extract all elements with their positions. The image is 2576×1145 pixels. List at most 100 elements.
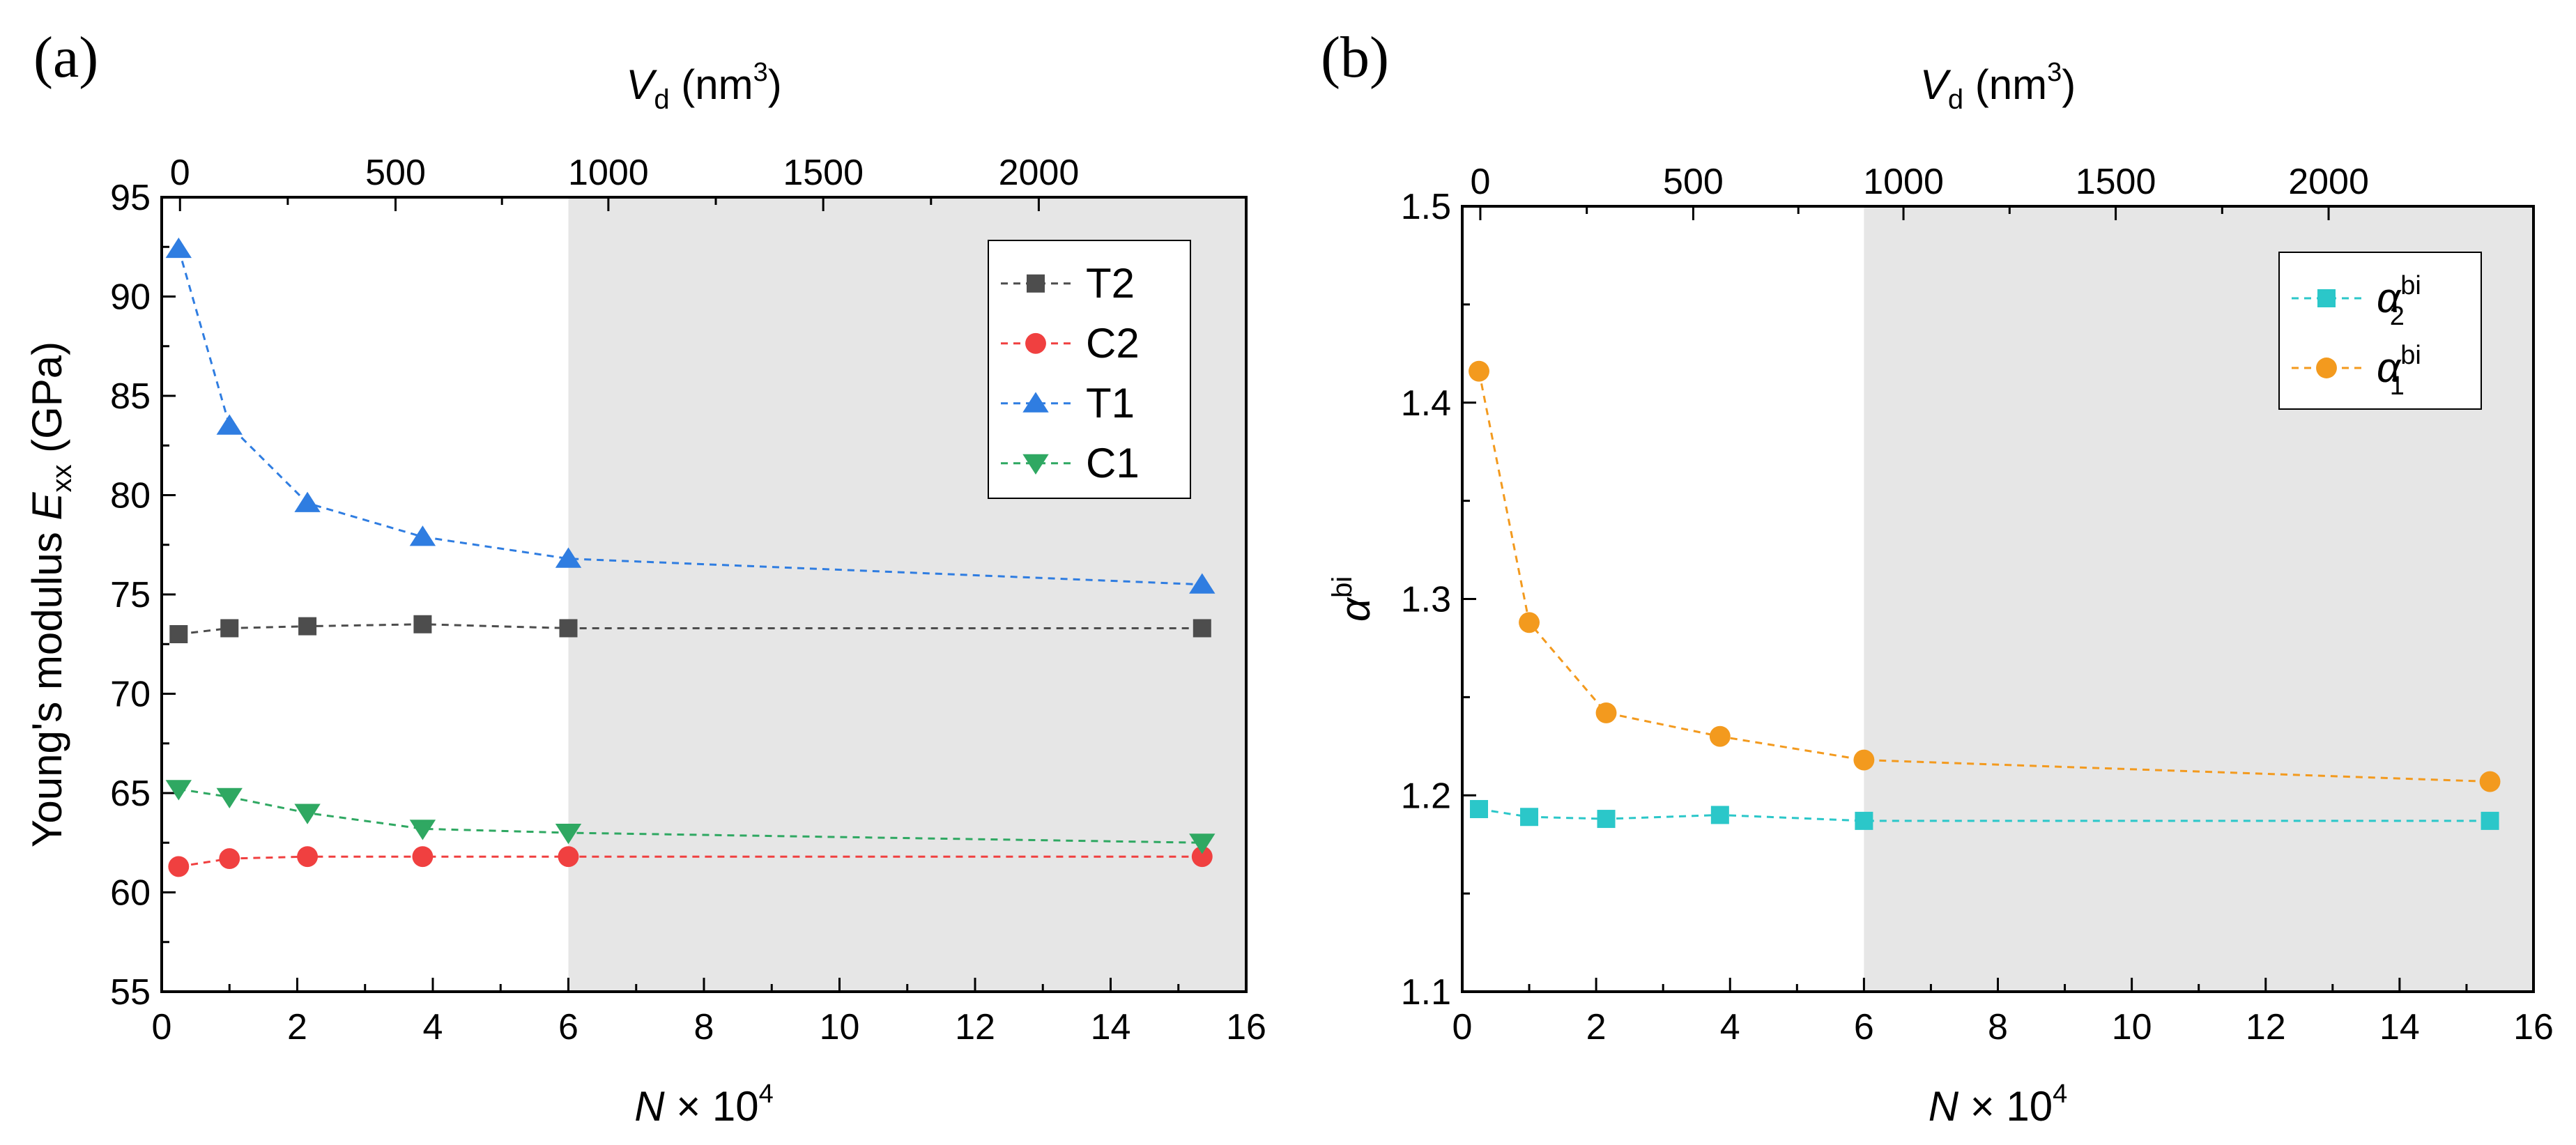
y-tick-label: 75 <box>110 575 151 615</box>
legend-marker <box>2317 289 2336 307</box>
legend-label: αbi 2 <box>2377 271 2421 331</box>
series-line <box>177 248 1202 586</box>
y-tick-label: 80 <box>110 476 151 516</box>
top-axis-title: Vd (nm3) <box>626 58 781 115</box>
series-C2 <box>168 846 1213 877</box>
data-point <box>1710 806 1729 824</box>
y-tick-label: 95 <box>110 178 151 218</box>
x-tick-label: 16 <box>2513 1007 2554 1047</box>
data-point <box>165 780 192 801</box>
data-point <box>1855 811 1873 830</box>
legend-marker <box>1022 392 1049 413</box>
legend-marker <box>1027 274 1045 293</box>
legend-label: C2 <box>1086 320 1140 367</box>
top-tick-label: 2000 <box>2288 162 2369 202</box>
data-point <box>2479 771 2501 792</box>
plot-frame <box>160 196 1248 993</box>
data-point <box>409 525 436 546</box>
series-line <box>1478 371 2490 783</box>
x-tick-label: 14 <box>2379 1007 2420 1047</box>
panel-label: (a) <box>33 25 98 90</box>
x-axis-title: N × 104 <box>634 1079 774 1130</box>
x-tick-label: 2 <box>1586 1007 1607 1047</box>
data-point <box>298 617 317 636</box>
y-tick-label: 1.2 <box>1401 776 1451 816</box>
x-tick-label: 10 <box>2112 1007 2152 1047</box>
data-point <box>559 619 578 638</box>
legend-label: T2 <box>1086 260 1135 307</box>
data-point <box>555 824 582 845</box>
data-point <box>219 848 240 870</box>
y-tick-label: 65 <box>110 774 151 814</box>
data-point <box>1469 360 1489 382</box>
data-point <box>216 787 243 808</box>
y-tick-label: 1.3 <box>1401 580 1451 620</box>
panel-b: (b) 0 2 4 6 8 10 12 14 16 1.1 1.2 1.3 1.4 1.5 0 500 1000 1… <box>1321 25 2554 1130</box>
data-point <box>1193 619 1211 638</box>
data-point <box>168 856 190 877</box>
y-tick-label: 55 <box>110 972 151 1013</box>
legend-label: C1 <box>1086 440 1140 486</box>
top-tick-label: 0 <box>170 153 190 193</box>
data-point <box>1597 810 1616 829</box>
legend-marker <box>1022 454 1049 475</box>
data-point <box>1470 799 1489 818</box>
legend-label: T1 <box>1086 380 1135 427</box>
panel-label: (b) <box>1321 25 1389 90</box>
x-tick-label: 16 <box>1226 1007 1266 1047</box>
x-tick-label: 0 <box>152 1007 172 1047</box>
series-α1^bi <box>1469 360 2501 792</box>
data-point <box>409 820 436 840</box>
legend-marker <box>2316 358 2337 378</box>
data-point <box>216 414 243 435</box>
data-point <box>297 846 319 868</box>
data-point <box>413 615 432 633</box>
legend: T2 C2 T1 C1 <box>988 240 1191 499</box>
series-T1 <box>165 237 1216 594</box>
top-tick-label: 2000 <box>999 153 1080 193</box>
legend-label: αbi 1 <box>2377 341 2421 401</box>
panel-a: (a) 0 2 4 6 8 10 12 14 16 55 60 65 70 75 80 85 90 95 0 500 10… <box>24 25 1266 1130</box>
data-point <box>1189 573 1216 594</box>
y-tick-label: 60 <box>110 873 151 914</box>
data-point <box>294 804 321 824</box>
x-tick-label: 4 <box>423 1007 443 1047</box>
data-point <box>1853 749 1875 771</box>
legend-box <box>988 240 1191 499</box>
data-point <box>2481 811 2499 830</box>
top-tick-label: 1500 <box>783 153 864 193</box>
series-T2 <box>169 615 1211 643</box>
y-axis-title: Young's modulus Exx (GPa) <box>24 341 77 847</box>
data-point <box>558 846 579 868</box>
top-tick-label: 500 <box>365 153 426 193</box>
y-tick-label: 90 <box>110 277 151 318</box>
legend: αbi 2 αbi 1 <box>2278 252 2482 410</box>
x-tick-label: 10 <box>820 1007 860 1047</box>
data-point <box>169 625 188 643</box>
data-point <box>294 491 321 512</box>
data-point <box>555 547 582 568</box>
y-tick-label: 70 <box>110 675 151 715</box>
series-C1 <box>165 780 1216 854</box>
series-line <box>178 787 1202 844</box>
top-tick-label: 1500 <box>2076 162 2156 202</box>
data-point <box>412 846 434 868</box>
data-point <box>1191 846 1213 868</box>
top-tick-label: 0 <box>1470 162 1490 202</box>
x-tick-label: 6 <box>558 1007 578 1047</box>
data-point <box>220 619 239 638</box>
top-tick-label: 1000 <box>1863 162 1944 202</box>
legend-box <box>2278 252 2482 410</box>
y-tick-label: 1.5 <box>1401 187 1451 227</box>
x-tick-label: 8 <box>694 1007 714 1047</box>
y-axis-title: αbi <box>1327 576 1379 622</box>
x-tick-label: 8 <box>1988 1007 2008 1047</box>
x-tick-label: 12 <box>955 1007 995 1047</box>
data-point <box>1189 833 1216 854</box>
series-α2^bi <box>1470 799 2499 830</box>
data-point <box>165 237 192 259</box>
data-point <box>1519 612 1540 633</box>
x-axis-title: N × 104 <box>1929 1079 2068 1130</box>
y-tick-label: 85 <box>110 376 151 417</box>
